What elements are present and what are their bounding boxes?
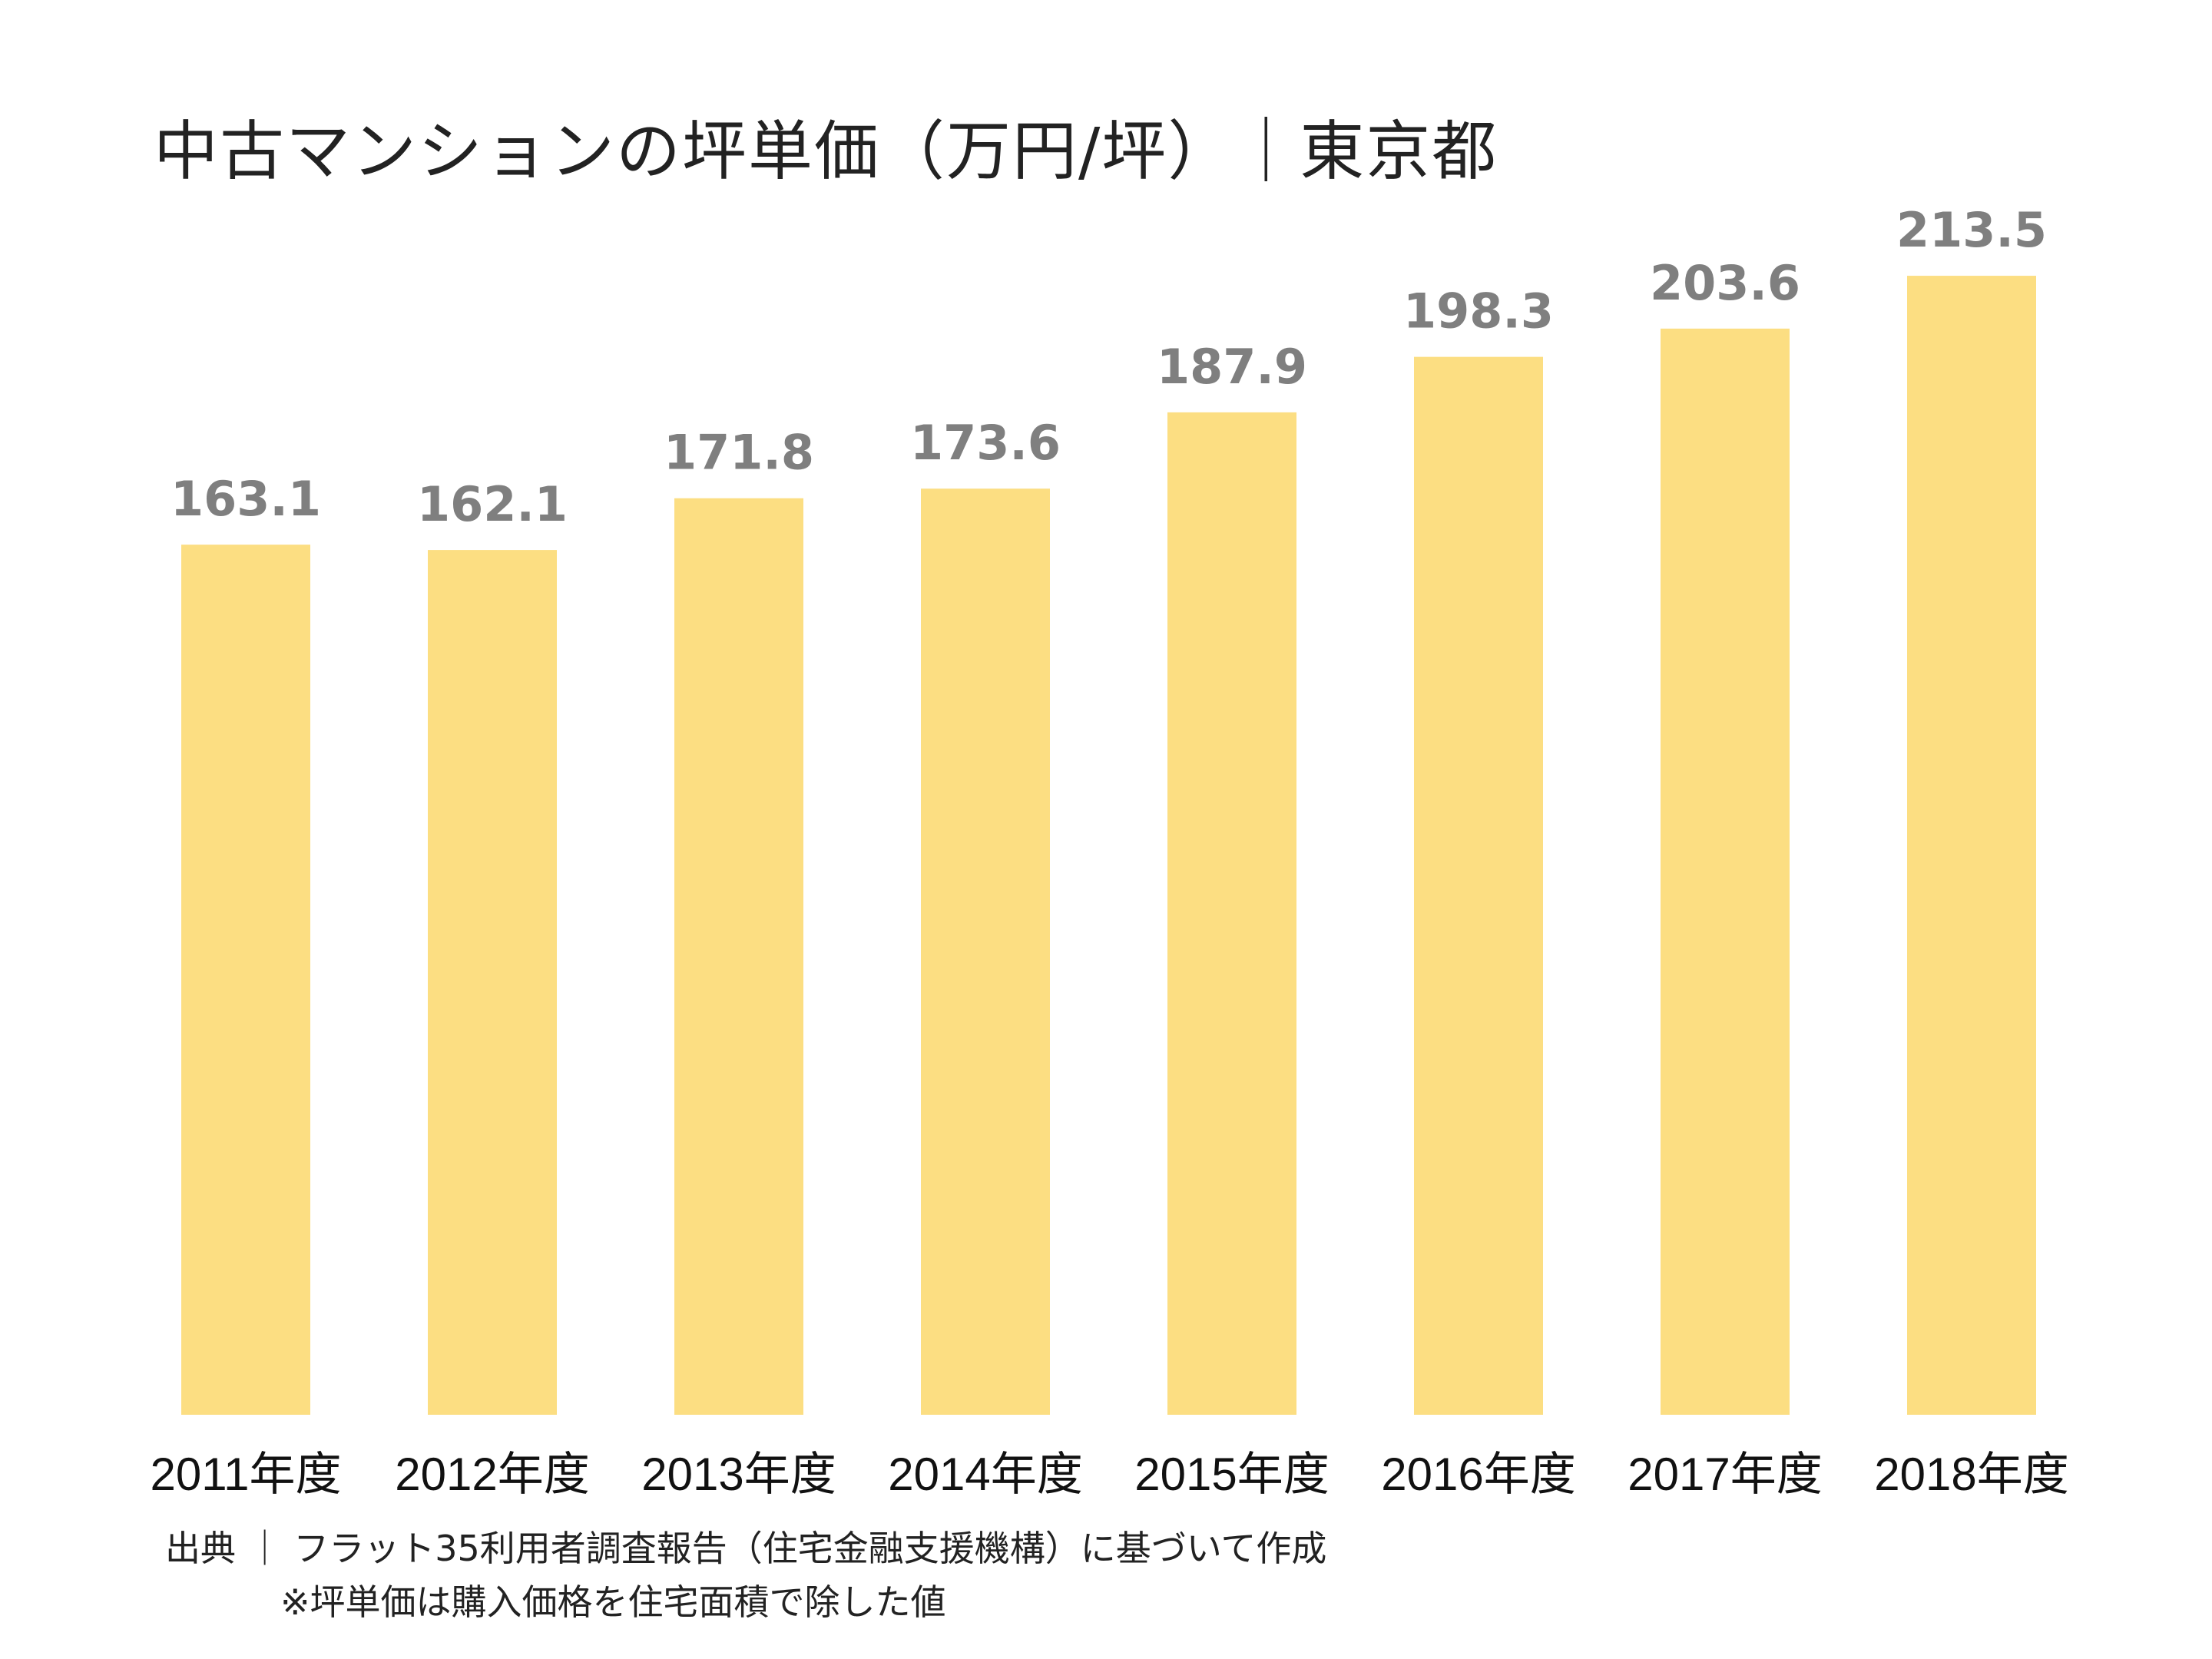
bar-2018年度 xyxy=(1907,276,2036,1415)
value-label: 162.1 xyxy=(417,476,568,532)
bars-group xyxy=(181,276,2036,1416)
bar-2013年度 xyxy=(674,498,803,1415)
bar-2017年度 xyxy=(1661,328,1790,1415)
x-tick-label: 2017年度 xyxy=(1628,1449,1822,1500)
bar-2014年度 xyxy=(921,488,1050,1415)
bar-2016年度 xyxy=(1414,356,1543,1415)
chart-title: 中古マンションの坪単価（万円/坪）｜東京都 xyxy=(154,114,1498,189)
x-tick-label: 2013年度 xyxy=(641,1449,836,1500)
value-label: 187.9 xyxy=(1157,339,1307,395)
bar-2012年度 xyxy=(428,550,557,1415)
value-label: 213.5 xyxy=(1896,202,2047,258)
bar-2015年度 xyxy=(1167,412,1296,1415)
x-tick-label: 2018年度 xyxy=(1874,1449,2068,1500)
x-tick-label: 2012年度 xyxy=(395,1449,589,1500)
value-label: 173.6 xyxy=(910,415,1061,471)
x-axis-tick-labels: 2011年度 2012年度 2013年度 2014年度 2015年度 2016年度 2017… xyxy=(150,1449,2068,1500)
x-tick-label: 2015年度 xyxy=(1134,1449,1329,1500)
x-tick-label: 2016年度 xyxy=(1381,1449,1575,1500)
x-tick-label: 2014年度 xyxy=(888,1449,1082,1500)
source-note: 出典 ｜ フラット35利用者調査報告（住宅金融支援機構）に基づいて作成 xyxy=(165,1528,1327,1569)
x-tick-label: 2011年度 xyxy=(150,1449,341,1500)
value-label: 198.3 xyxy=(1403,283,1554,339)
value-label: 171.8 xyxy=(664,425,814,481)
definition-note: ※坪単価は購入価格を住宅面積で除した値 xyxy=(280,1581,946,1623)
value-label: 203.6 xyxy=(1650,255,1800,311)
bar-2011年度 xyxy=(181,545,310,1416)
value-label: 163.1 xyxy=(171,471,321,527)
value-labels-group: 163.1 162.1 171.8 173.6 187.9 198.3 203.6 213.5 xyxy=(171,202,2047,532)
